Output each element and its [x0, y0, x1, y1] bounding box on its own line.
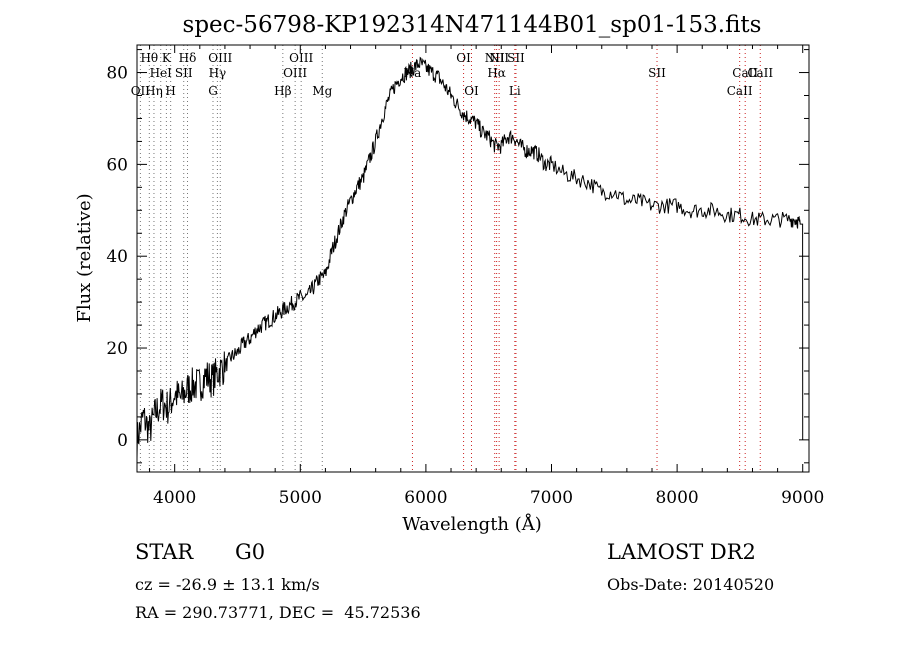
- x-tick-label: 7000: [530, 488, 573, 508]
- x-axis-ticks: 4000 5000 6000 7000 8000 9000: [149, 45, 824, 508]
- line-label: CaII: [747, 66, 773, 80]
- y-axis-label: Flux (relative): [74, 193, 95, 322]
- line-label: Mg: [312, 84, 332, 98]
- y-tick-label: 80: [106, 64, 128, 84]
- line-label: Hα: [487, 66, 506, 80]
- observation-date: Obs-Date: 20140520: [607, 575, 775, 594]
- line-label: CaII: [727, 84, 753, 98]
- coordinates: RA = 290.73771, DEC = 45.72536: [135, 603, 421, 622]
- line-label: NII: [489, 51, 509, 65]
- line-label: K: [162, 51, 172, 65]
- plot-frame: [136, 44, 810, 473]
- line-label: H: [165, 84, 175, 98]
- line-label: OII: [131, 84, 151, 98]
- line-label: NII: [485, 51, 505, 65]
- line-label: HeI: [150, 66, 173, 80]
- line-label: CaII: [732, 66, 758, 80]
- line-label: Hη: [145, 84, 163, 98]
- line-label: SII: [175, 66, 193, 80]
- x-tick-label: 5000: [279, 488, 322, 508]
- line-label: OIII: [208, 51, 232, 65]
- y-axis-ticks: 0 20 40 60 80: [106, 49, 809, 464]
- survey-name: LAMOST DR2: [607, 540, 756, 564]
- redshift-velocity: cz = -26.9 ± 13.1 km/s: [135, 575, 320, 594]
- line-label: Hβ: [274, 84, 291, 98]
- y-tick-label: 40: [106, 247, 128, 267]
- x-tick-label: 8000: [655, 488, 698, 508]
- line-label: OIII: [289, 51, 313, 65]
- object-class: STAR: [135, 540, 194, 564]
- x-axis-label: Wavelength (Å): [402, 513, 542, 535]
- line-label: Na: [404, 66, 422, 80]
- line-label: OI: [456, 51, 471, 65]
- spectrum-series-line: [136, 56, 804, 459]
- y-tick-label: 60: [106, 155, 128, 175]
- line-label: OI: [464, 84, 479, 98]
- line-label: Hγ: [209, 66, 227, 80]
- y-tick-label: 0: [117, 431, 128, 451]
- line-label: G: [208, 84, 218, 98]
- spectral-line-markers: [139, 45, 761, 472]
- line-label: OIII: [283, 66, 307, 80]
- line-label: Hθ: [140, 51, 158, 65]
- line-label: Li: [509, 84, 521, 98]
- chart-title: spec-56798-KP192314N471144B01_sp01-153.f…: [183, 12, 762, 38]
- x-tick-label: 4000: [153, 488, 196, 508]
- line-label: SII: [648, 66, 666, 80]
- line-label: Hδ: [179, 51, 197, 65]
- x-tick-label: 6000: [404, 488, 447, 508]
- x-tick-label: 9000: [781, 488, 824, 508]
- line-label: SII: [507, 51, 525, 65]
- spectral-line-labels: OIIHθHηHeIKHSIIHδGHγOIIIHβOIIIOIIIMgNaOI…: [131, 51, 774, 98]
- y-tick-label: 20: [106, 339, 128, 359]
- object-subclass: G0: [235, 540, 266, 564]
- spectrum-chart: spec-56798-KP192314N471144B01_sp01-153.f…: [74, 12, 824, 535]
